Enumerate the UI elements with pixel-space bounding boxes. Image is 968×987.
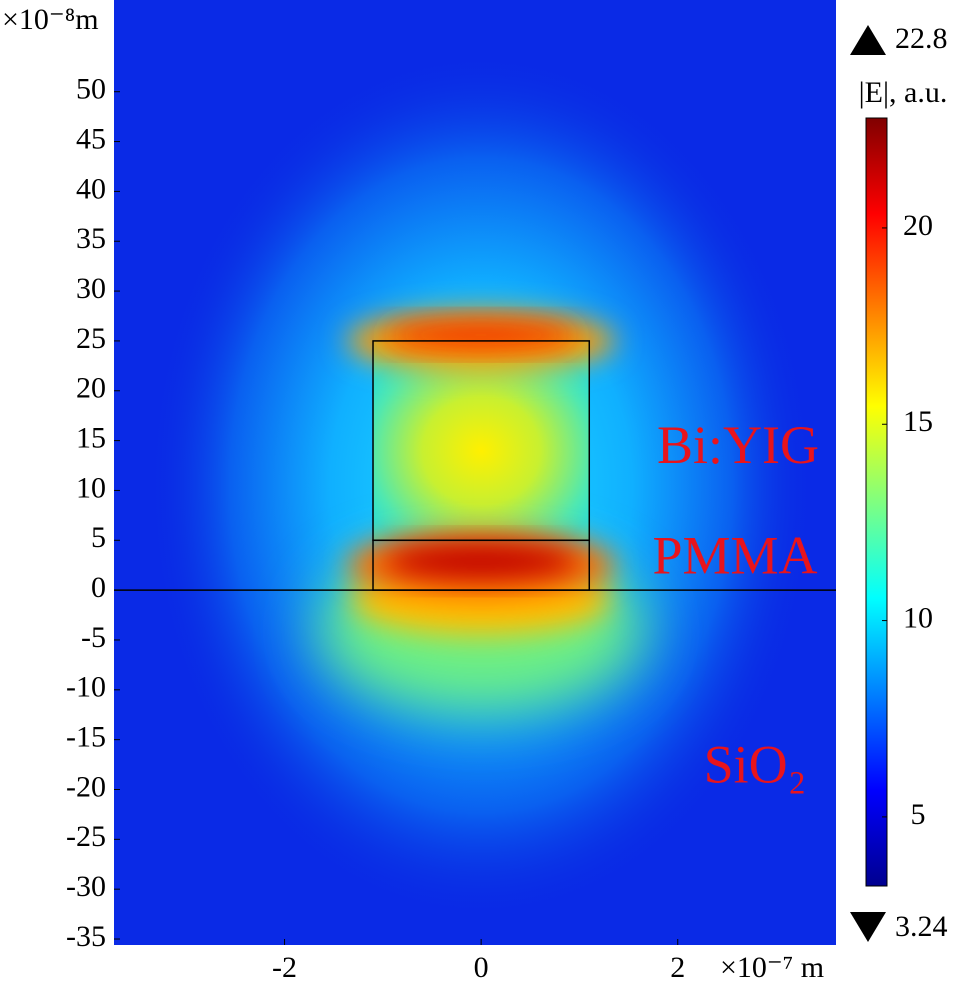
y-tick-label: -15 xyxy=(66,721,106,754)
colorbar-tick-label: 20 xyxy=(903,209,933,242)
y-tick-label: 45 xyxy=(76,122,106,155)
y-tick-label: -20 xyxy=(66,770,106,803)
y-tick-label: -35 xyxy=(66,920,106,953)
y-tick-label: 40 xyxy=(76,172,106,205)
colorbar-min-label: 3.24 xyxy=(895,910,948,943)
y-tick-label: -5 xyxy=(81,621,106,654)
hotspot-pmma xyxy=(383,543,579,580)
y-tick-label: 30 xyxy=(76,272,106,305)
y-tick-label: 20 xyxy=(76,372,106,405)
hotspot-top xyxy=(383,320,579,349)
region-label: PMMA xyxy=(652,526,817,586)
x-tick-label: 0 xyxy=(474,951,489,984)
x-tick-label: -2 xyxy=(272,951,297,984)
x-unit: ×10⁻⁷ m xyxy=(720,951,824,984)
colorbar-max-marker xyxy=(850,25,886,55)
y-tick-label: -30 xyxy=(66,870,106,903)
colorbar-max-label: 22.8 xyxy=(895,22,948,55)
y-tick-label: 15 xyxy=(76,421,106,454)
y-tick-label: 35 xyxy=(76,222,106,255)
y-tick-label: -25 xyxy=(66,820,106,853)
y-tick-label: 10 xyxy=(76,471,106,504)
region-label: Bi:YIG xyxy=(657,415,819,475)
y-tick-label: 0 xyxy=(91,571,106,604)
x-tick-label: 2 xyxy=(670,951,685,984)
substrate-label: SiO₂ xyxy=(704,734,807,794)
y-tick-label: -10 xyxy=(66,671,106,704)
colorbar-tick-label: 5 xyxy=(911,798,926,831)
field-core xyxy=(373,340,590,541)
y-tick-label: 25 xyxy=(76,322,106,355)
y-tick-label: 5 xyxy=(91,521,106,554)
colorbar xyxy=(865,117,888,887)
colorbar-label: |E|, a.u. xyxy=(859,76,948,109)
colorbar-tick-label: 10 xyxy=(903,601,933,634)
colorbar-tick-label: 15 xyxy=(903,405,933,438)
y-tick-label: 50 xyxy=(76,73,106,106)
y-unit: ×10⁻⁸m xyxy=(2,3,99,36)
colorbar-min-marker xyxy=(850,912,886,942)
